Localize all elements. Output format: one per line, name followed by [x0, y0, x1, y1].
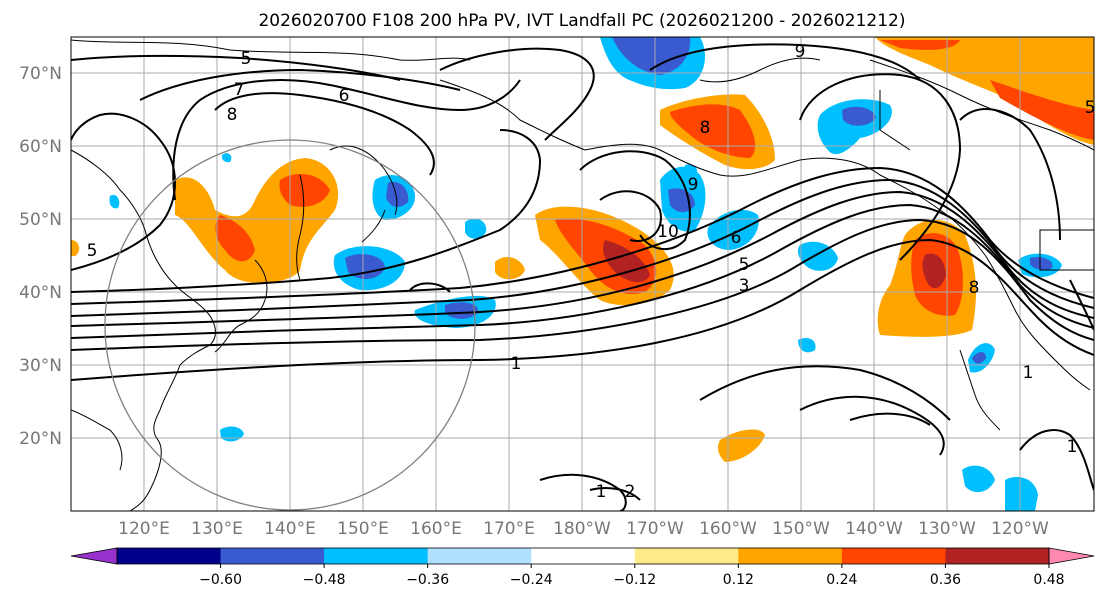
lon-label: 150°E [337, 519, 389, 539]
fill-cpac-dark [603, 240, 650, 283]
pv-contours [71, 43, 1094, 511]
contour-label: 10 [657, 222, 679, 242]
lon-label: 140°W [845, 519, 903, 539]
contour-label: 6 [731, 228, 742, 248]
contour-label: 1 [596, 482, 607, 502]
fill-wcoast-dark [1030, 257, 1053, 271]
colorbar-segment [324, 548, 429, 564]
contour-label: 1 [1023, 363, 1034, 383]
colorbar-segment [738, 548, 843, 564]
fill-bering-dark [668, 188, 695, 213]
colorbar-tick-label: −0.12 [613, 572, 656, 588]
colorbar-tick-label: 0.36 [930, 572, 961, 588]
contour-label: 5 [87, 241, 98, 261]
lon-label: 130°E [191, 519, 243, 539]
fill-canada-red [990, 80, 1094, 140]
fill-nwpac-dark [445, 302, 479, 319]
colorbar-segment [841, 548, 946, 564]
colorbar-outline [116, 547, 1050, 565]
contour-label: 5 [739, 255, 750, 275]
lon-label: 180°W [553, 519, 611, 539]
landfall-circle [104, 139, 476, 511]
colorbar-tick-label: 0.48 [1033, 572, 1064, 588]
contour-label: 7 [234, 80, 245, 100]
fill-south-blue1 [962, 465, 995, 493]
latitude-labels: 70°N 60°N 50°N 40°N 30°N 20°N [19, 64, 62, 449]
lon-label: 170°W [626, 519, 684, 539]
fill-bering-blue3 [684, 164, 697, 176]
lon-label: 170°E [483, 519, 535, 539]
colorbar-segment [945, 548, 1050, 564]
contour-label: 5 [1085, 98, 1096, 118]
fill-goa-dark [842, 106, 876, 126]
colorbar-segments [117, 548, 1050, 564]
lat-label: 20°N [19, 429, 62, 449]
contour-label: 1 [511, 354, 522, 374]
colorbar-segment [531, 548, 636, 564]
colorbar-ticks: −0.60 −0.48 −0.36 −0.24 −0.12 0.12 0.24 0.36 0.4… [199, 564, 1065, 588]
contour-label: 9 [795, 42, 806, 62]
fill-blue-150w-small [798, 338, 816, 353]
lat-label: 60°N [19, 137, 62, 157]
fill-sea-japan-orange [287, 228, 302, 274]
lon-label: 120°W [991, 519, 1049, 539]
colorbar-tick-label: −0.24 [510, 572, 553, 588]
colorbar: −0.60 −0.48 −0.36 −0.24 −0.12 0.12 0.24 0.36 0.4… [70, 547, 1095, 588]
lat-label: 40°N [19, 283, 62, 303]
contour-label: 8 [700, 118, 711, 138]
colorbar-extend-right [1048, 547, 1095, 565]
lat-label: 30°N [19, 356, 62, 376]
fill-baja-dark [972, 352, 986, 364]
fill-small-blue [465, 218, 487, 239]
longitude-labels: 120°E 130°E 140°E 150°E 160°E 170°E 180°… [118, 519, 1049, 539]
lon-label: 140°E [264, 519, 316, 539]
colorbar-tick-label: −0.36 [406, 572, 449, 588]
fill-south-blue2 [1005, 476, 1038, 511]
fill-asia-small-blue [109, 194, 120, 209]
lat-label: 50°N [19, 210, 62, 230]
contour-label: 8 [227, 105, 238, 125]
contour-label: 1 [1067, 437, 1078, 457]
fill-kamchatka-dark [386, 181, 409, 207]
map-frame [70, 36, 1095, 512]
lon-label: 160°W [699, 519, 757, 539]
fill-nepac-dark [922, 253, 946, 289]
fill-kuril-dark [345, 254, 385, 280]
colorbar-tick-label: −0.60 [199, 572, 242, 588]
contour-label: 3 [739, 276, 750, 296]
fill-arctic-dark [612, 37, 691, 75]
fill-asia-red [215, 174, 330, 262]
colorbar-tick-label: 0.24 [826, 572, 857, 588]
colorbar-tick-label: 0.12 [723, 572, 754, 588]
colorbar-segment [427, 548, 532, 564]
fill-asia-left [71, 240, 80, 256]
colorbar-segment [220, 548, 325, 564]
contour-label: 9 [688, 175, 699, 195]
fill-small-orange [495, 256, 525, 280]
lon-label: 150°W [772, 519, 830, 539]
colorbar-segment [117, 548, 222, 564]
colorbar-tick-label: −0.48 [303, 572, 346, 588]
lat-label: 70°N [19, 64, 62, 84]
contour-label: 8 [969, 278, 980, 298]
figure-title: 2026020700 F108 200 hPa PV, IVT Landfall… [258, 11, 905, 31]
contour-labels: 5 7 8 6 9 5 1 1 2 10 9 8 6 3 5 8 1 1 5 [87, 42, 1096, 502]
contour-label: 5 [241, 49, 252, 69]
fill-alaska-red [670, 104, 756, 158]
fill-canada-red2 [880, 40, 960, 50]
lon-label: 130°W [918, 519, 976, 539]
lon-label: 160°E [410, 519, 462, 539]
contour-label: 2 [625, 482, 636, 502]
colorbar-extend-left [70, 547, 118, 565]
contour-label: 6 [339, 86, 350, 106]
lon-label: 120°E [118, 519, 170, 539]
colorbar-segment [634, 548, 739, 564]
fill-sea-small-blue [221, 153, 232, 163]
